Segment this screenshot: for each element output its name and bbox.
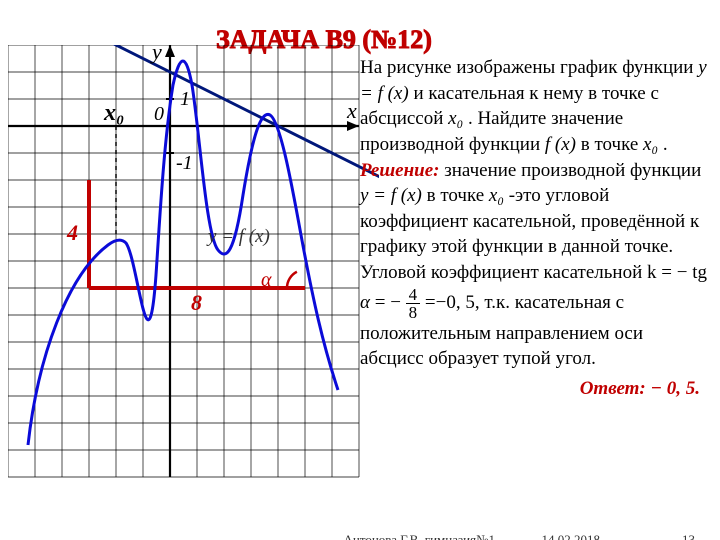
svg-text:0: 0 (154, 103, 164, 125)
svg-text:-1: -1 (176, 152, 193, 174)
fraction-num: 4 (406, 286, 421, 304)
svg-text:x₀: x₀ (103, 100, 124, 126)
x0-expr: x₀ (489, 185, 504, 206)
fx-expr: y = f (x) (360, 185, 422, 206)
solution-label: Решение: (360, 160, 440, 181)
x0-expr: x₀ (643, 134, 658, 155)
footer-page: 13 (682, 532, 695, 540)
svg-text:x: x (346, 98, 357, 123)
fraction: 4 8 (406, 286, 421, 321)
svg-text:1: 1 (180, 88, 190, 110)
svg-text:4: 4 (66, 220, 78, 245)
svg-text:8: 8 (191, 290, 202, 315)
footer-author: Антонова Г.В. гимназия№1 (344, 532, 496, 540)
x0-expr: x₀ (448, 108, 463, 129)
fraction-den: 8 (406, 304, 421, 321)
f-expr: f (x) (545, 134, 576, 155)
answer: Ответ: − 0, 5. (360, 376, 710, 402)
solution-text: значение производной функции (444, 160, 701, 181)
alpha-expr: α (360, 292, 370, 313)
svg-text:α: α (261, 269, 272, 291)
solution-text: = − (375, 292, 406, 313)
solution-text: в точке (427, 185, 489, 206)
svg-text:y: y (150, 45, 162, 64)
problem-text: в точке (581, 134, 643, 155)
graph-figure: y x 10 -1 x₀ y = f (x) 4 8 α (8, 45, 379, 502)
svg-text:y = f (x): y = f (x) (206, 226, 270, 247)
problem-body: На рисунке изображены график функции y =… (360, 55, 710, 402)
footer-date: 14.02.2018 (542, 532, 601, 540)
problem-text: На рисунке изображены график функции (360, 57, 698, 78)
problem-text: . (663, 134, 668, 155)
